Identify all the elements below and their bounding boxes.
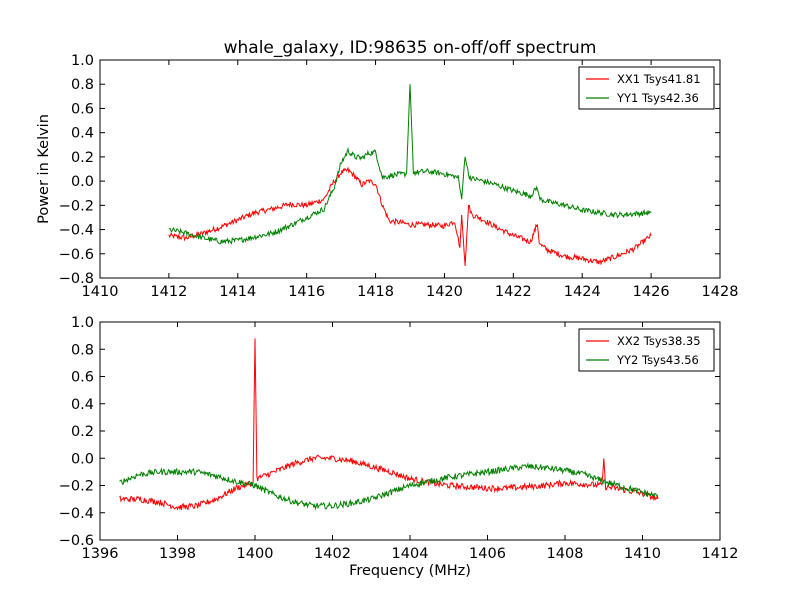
y-tick-label: 0.8 — [71, 77, 94, 93]
x-tick-label: 1424 — [564, 284, 601, 300]
y-tick-label: 0.6 — [71, 101, 94, 117]
legend-label: YY1 Tsys42.36 — [616, 91, 699, 105]
x-tick-label: 1416 — [288, 284, 325, 300]
y-tick-label: 0.6 — [71, 370, 94, 386]
x-tick-label: 1420 — [426, 284, 463, 300]
x-tick-label: 1428 — [702, 284, 739, 300]
x-tick-label: 1398 — [159, 546, 196, 562]
x-tick-label: 1404 — [392, 546, 429, 562]
x-tick-label: 1408 — [547, 546, 584, 562]
x-tick-label: 1410 — [624, 546, 661, 562]
y-tick-label: −0.4 — [59, 223, 94, 239]
x-tick-label: 1426 — [633, 284, 670, 300]
legend-box — [578, 328, 715, 372]
y-tick-label: 0.2 — [71, 424, 94, 440]
legend-label: XX1 Tsys41.81 — [617, 72, 701, 86]
series-line-1-0 — [119, 338, 659, 511]
y-tick-label: 1.0 — [71, 315, 94, 331]
y-tick-label: 0.2 — [71, 150, 94, 166]
x-tick-label: 1406 — [469, 546, 506, 562]
legend-label: YY2 Tsys43.56 — [616, 353, 699, 367]
x-tick-label: 1396 — [82, 546, 119, 562]
series-line-0-0 — [168, 166, 652, 266]
x-tick-label: 1418 — [357, 284, 394, 300]
x-axis-label: Frequency (MHz) — [349, 563, 471, 579]
y-tick-label: 0.0 — [71, 174, 94, 190]
y-tick-label: 0.0 — [71, 451, 94, 467]
plot-top: 1410 1412 1414 1416 1418 1420 1422 1424 1426 1428… — [36, 53, 738, 300]
y-tick-label: −0.6 — [59, 533, 94, 549]
legend-label: XX2 Tsys38.35 — [617, 334, 701, 348]
legend-box — [578, 66, 715, 110]
y-tick-label: 0.4 — [71, 126, 94, 142]
y-tick-label: −0.4 — [59, 506, 94, 522]
y-tick-label: −0.2 — [59, 479, 94, 495]
y-tick-label: −0.6 — [59, 247, 94, 263]
x-tick-label: 1412 — [702, 546, 739, 562]
x-tick-label: 1402 — [314, 546, 351, 562]
figure-title: whale_galaxy, ID:98635 on-off/off spectr… — [224, 38, 597, 58]
y-tick-label: 0.8 — [71, 342, 94, 358]
y-axis-label: Power in Kelvin — [36, 114, 52, 224]
y-tick-label: 1.0 — [71, 53, 94, 69]
series-line-1-1 — [119, 462, 659, 511]
plot-bottom: 1396 1398 1400 1402 1404 1406 1408 1410 1412 −0.6… — [59, 315, 739, 579]
x-tick-label: 1410 — [82, 284, 119, 300]
x-tick-label: 1422 — [495, 284, 532, 300]
y-tick-label: −0.2 — [59, 198, 94, 214]
y-tick-label: 0.4 — [71, 397, 94, 413]
x-tick-label: 1412 — [150, 284, 187, 300]
y-tick-label: −0.8 — [59, 271, 94, 287]
x-tick-label: 1400 — [237, 546, 274, 562]
series-line-0-1 — [168, 84, 652, 245]
x-tick-label: 1414 — [219, 284, 256, 300]
